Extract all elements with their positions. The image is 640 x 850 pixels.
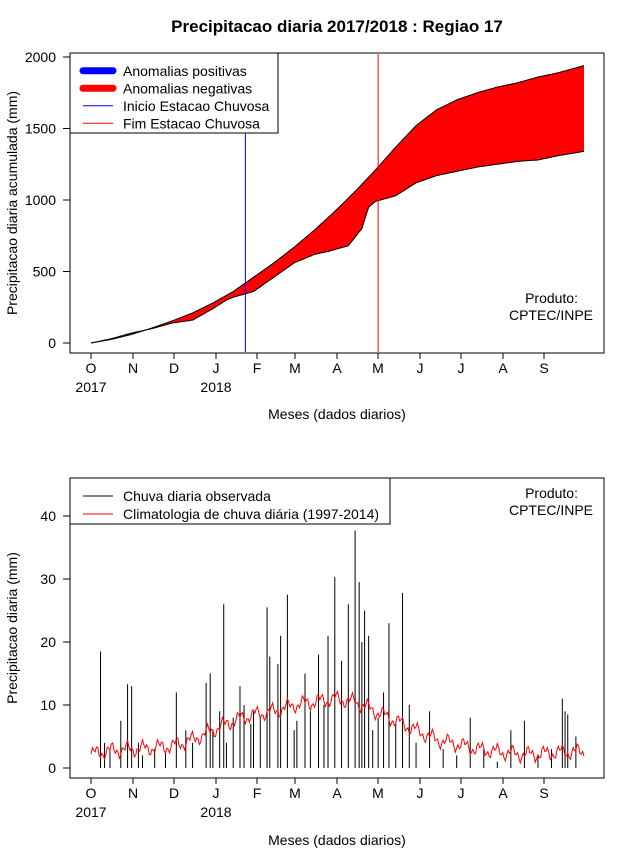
y-tick-label: 0 xyxy=(48,335,56,351)
x-tick-label: A xyxy=(498,360,508,376)
x-tick-label: O xyxy=(86,360,97,376)
y-tick-label: 40 xyxy=(40,508,56,524)
x-axis: O N D J F M A M J J A S 2017 2018 xyxy=(75,777,549,820)
year-tick-label: 2018 xyxy=(200,379,231,395)
x-tick-label: D xyxy=(169,785,179,801)
x-tick-label: M xyxy=(289,785,301,801)
x-tick-label: J xyxy=(417,360,424,376)
x-tick-label: S xyxy=(539,360,548,376)
y-tick-label: 0 xyxy=(48,760,56,776)
observed-accumulated-line xyxy=(90,150,585,344)
product-note-line1: Produto: xyxy=(525,290,578,306)
x-tick-label: J xyxy=(213,785,220,801)
product-note-line2: CPTEC/INPE xyxy=(509,307,593,323)
x-tick-label: M xyxy=(372,360,384,376)
x-tick-label: N xyxy=(128,360,138,376)
x-tick-label: J xyxy=(458,785,465,801)
x-axis-label: Meses (dados diarios) xyxy=(268,406,406,422)
y-tick-label: 1500 xyxy=(25,121,56,137)
y-tick-label: 10 xyxy=(40,697,56,713)
legend-entry: Fim Estacao Chuvosa xyxy=(123,115,260,131)
x-tick-label: A xyxy=(332,785,342,801)
x-tick-label: M xyxy=(289,360,301,376)
legend-entry: Anomalias negativas xyxy=(123,80,252,96)
year-tick-label: 2018 xyxy=(200,804,231,820)
x-tick-label: J xyxy=(213,360,220,376)
x-tick-label: M xyxy=(372,785,384,801)
y-tick-label: 1000 xyxy=(25,192,56,208)
y-tick-label: 2000 xyxy=(25,49,56,65)
year-tick-label: 2017 xyxy=(75,379,106,395)
y-axis-label: Precipitacao diaria (mm) xyxy=(4,552,20,704)
legend-entry: Climatologia de chuva diária (1997-2014) xyxy=(123,506,379,522)
year-tick-label: 2017 xyxy=(75,804,106,820)
y-tick-label: 30 xyxy=(40,571,56,587)
y-tick-label: 20 xyxy=(40,634,56,650)
daily-marks xyxy=(90,530,585,768)
legend-entry: Anomalias positivas xyxy=(123,63,247,79)
x-tick-label: F xyxy=(253,360,262,376)
x-tick-label: A xyxy=(498,785,508,801)
y-tick-label: 500 xyxy=(33,264,57,280)
legend: Chuva diaria observada Climatologia de ch… xyxy=(69,477,391,525)
accumulated-marks xyxy=(90,54,585,352)
climatology-daily-line xyxy=(90,689,585,765)
y-axis: 0 10 20 30 40 xyxy=(40,508,71,776)
chart-title: Precipitacao diaria 2017/2018 : Regiao 1… xyxy=(171,17,503,36)
x-tick-label: J xyxy=(458,360,465,376)
x-tick-label: O xyxy=(86,785,97,801)
x-axis: O N D J F M A M J J A S 2017 2018 xyxy=(75,352,549,395)
negative-anomaly-band xyxy=(91,65,584,343)
x-axis-label: Meses (dados diarios) xyxy=(268,832,406,848)
daily-precipitation-chart: 0 10 20 30 40 O N D J F M A M J J A S 2017 2018 Meses (da… xyxy=(4,477,605,848)
x-tick-label: J xyxy=(417,785,424,801)
y-axis-label: Precipitacao diaria acumulada (mm) xyxy=(4,91,20,315)
x-tick-label: S xyxy=(539,785,548,801)
y-axis: 0 500 1000 1500 2000 xyxy=(25,49,71,351)
x-tick-label: N xyxy=(128,785,138,801)
x-tick-label: D xyxy=(169,360,179,376)
x-tick-label: A xyxy=(332,360,342,376)
product-note-line2: CPTEC/INPE xyxy=(509,502,593,518)
legend-box xyxy=(69,477,391,525)
accumulated-precipitation-chart: Precipitacao diaria 2017/2018 : Regiao 1… xyxy=(4,17,605,422)
climatology-accumulated-line xyxy=(90,65,585,344)
legend-box xyxy=(69,52,279,134)
x-tick-label: F xyxy=(253,785,262,801)
legend-entry: Chuva diaria observada xyxy=(123,488,271,504)
product-note-line1: Produto: xyxy=(525,485,578,501)
legend-entry: Inicio Estacao Chuvosa xyxy=(123,98,270,114)
